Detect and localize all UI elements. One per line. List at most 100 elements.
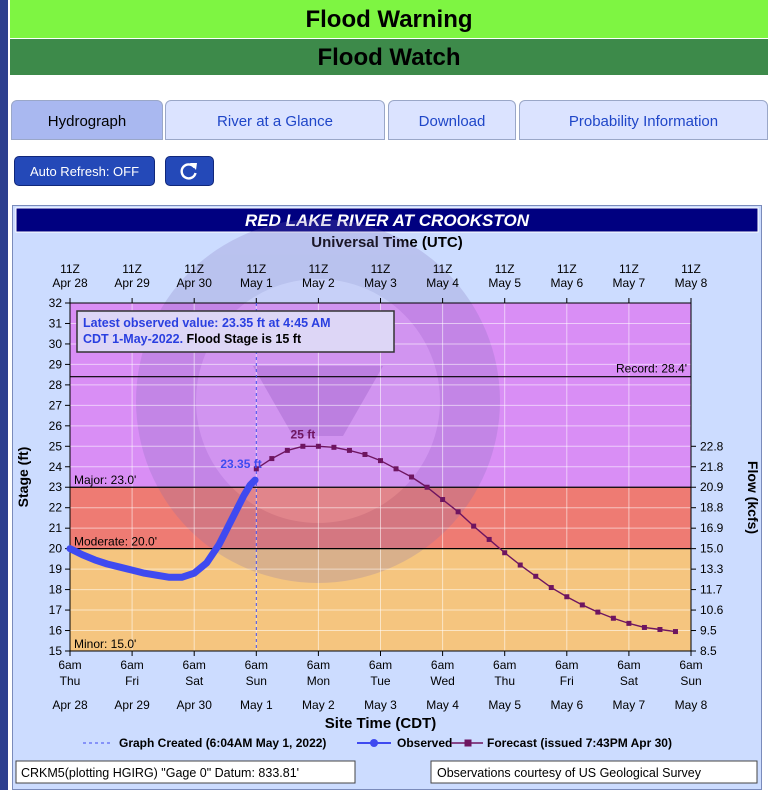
forecast-point [362,451,368,457]
y-tick-label: 31 [49,316,63,330]
hydrograph-chart: RED LAKE RIVER AT CROOKSTON Universal Ti… [15,207,761,784]
bottom-tick-date: Apr 29 [114,698,150,712]
y-tick-label: 17 [49,603,63,617]
flow-tick-label: 20.9 [700,480,724,494]
bottom-tick-time: 6am [120,658,143,672]
bottom-tick-day: Mon [307,674,330,688]
flood-warning-banner[interactable]: Flood Warning [10,0,768,38]
flow-tick-label: 8.5 [700,644,717,658]
forecast-point [564,594,570,600]
forecast-point [595,609,601,615]
bottom-tick-date: May 3 [364,698,397,712]
y-tick-label: 18 [49,583,63,597]
bottom-tick-time: 6am [431,658,454,672]
top-tick-date: May 1 [240,276,273,290]
top-tick-label: 11Z [246,262,266,276]
flow-tick-label: 11.7 [700,583,723,597]
bottom-tick-time: 6am [183,658,206,672]
forecast-point [409,474,415,480]
hydrograph-panel: RED LAKE RIVER AT CROOKSTON Universal Ti… [12,205,762,790]
record-label: Record: 28.4' [616,362,687,376]
forecast-point [424,484,430,490]
bottom-tick-time: 6am [369,658,392,672]
auto-refresh-button[interactable]: Auto Refresh: OFF [14,156,155,186]
top-tick-label: 11Z [371,262,391,276]
courtesy-box [430,760,758,784]
courtesy-text: Observations courtesy of US Geological S… [437,766,702,780]
forecast-point [641,624,647,630]
y-tick-label: 28 [49,378,63,392]
datum-box [15,760,356,784]
legend-forecast-square [464,739,472,747]
tab-download[interactable]: Download [388,100,516,140]
forecast-point [517,562,523,568]
top-tick-date: Apr 30 [177,276,213,290]
forecast-point [486,536,492,542]
bottom-tick-day: Thu [60,674,81,688]
top-tick-date: May 2 [302,276,335,290]
top-tick-date: Apr 28 [52,276,88,290]
tab-bar: Hydrograph River at a Glance Download Pr… [10,100,768,144]
forecast-point [533,573,539,579]
bottom-tick-time: 6am [617,658,640,672]
forecast-point [393,466,399,472]
bottom-tick-day: Fri [560,674,574,688]
flow-tick-label: 9.5 [700,624,717,638]
forecast-point [300,443,306,449]
observed-line [66,476,259,581]
y-tick-label: 29 [49,357,63,371]
forecast-peak-label: 25 ft [291,427,316,441]
bottom-tick-day: Wed [430,674,454,688]
bottom-tick-time: 6am [58,658,81,672]
tab-hydrograph[interactable]: Hydrograph [11,100,163,140]
bottom-tick-day: Sat [620,674,639,688]
forecast-point [455,509,461,515]
y-tick-label: 30 [49,337,63,351]
left-frame-bar [0,0,8,790]
y-axis-label: Stage (ft) [15,447,31,508]
top-tick-date: Apr 29 [114,276,150,290]
y-tick-label: 20 [49,542,63,556]
forecast-line [255,445,676,633]
flow-axis-label: Flow (kcfs) [745,461,761,534]
bottom-tick-date: May 2 [302,698,335,712]
top-tick-date: May 4 [426,276,459,290]
flood-watch-banner[interactable]: Flood Watch [10,39,768,75]
major-label: Major: 23.0' [74,473,136,487]
refresh-button[interactable] [165,156,214,186]
forecast-point [331,444,337,450]
y-tick-label: 23 [49,480,63,494]
forecast-point [471,523,477,529]
bottom-tick-day: Sat [185,674,204,688]
top-axis-title: Universal Time (UTC) [311,234,462,251]
top-tick-label: 11Z [60,262,80,276]
tab-river-at-a-glance[interactable]: River at a Glance [165,100,385,140]
y-tick-label: 19 [49,562,63,576]
bottom-tick-time: 6am [679,658,702,672]
forecast-point [610,615,616,621]
top-tick-label: 11Z [619,262,639,276]
x-axis-label: Site Time (CDT) [325,715,436,732]
moderate-label: Moderate: 20.0' [74,535,157,549]
bottom-tick-date: May 8 [675,698,708,712]
bottom-tick-day: Tue [370,674,391,688]
y-tick-label: 21 [49,521,63,535]
bottom-tick-time: 6am [245,658,268,672]
bottom-tick-day: Sun [680,674,701,688]
bottom-tick-day: Fri [125,674,139,688]
forecast-point [269,456,275,462]
tab-probability-information[interactable]: Probability Information [519,100,768,140]
top-tick-label: 11Z [433,262,453,276]
flow-tick-label: 18.8 [700,501,724,515]
refresh-icon [180,163,197,180]
forecast-point [346,447,352,453]
legend-observed: Observed [397,736,452,750]
y-tick-label: 26 [49,419,63,433]
legend-forecast: Forecast (issued 7:43PM Apr 30) [487,736,672,750]
bottom-tick-date: May 4 [426,698,459,712]
legend-observed-dot [370,739,378,747]
flow-tick-label: 15.0 [700,542,724,556]
forecast-point [657,627,663,633]
flow-tick-label: 22.8 [700,439,724,453]
observed-value-label: 23.35 ft [220,457,261,471]
